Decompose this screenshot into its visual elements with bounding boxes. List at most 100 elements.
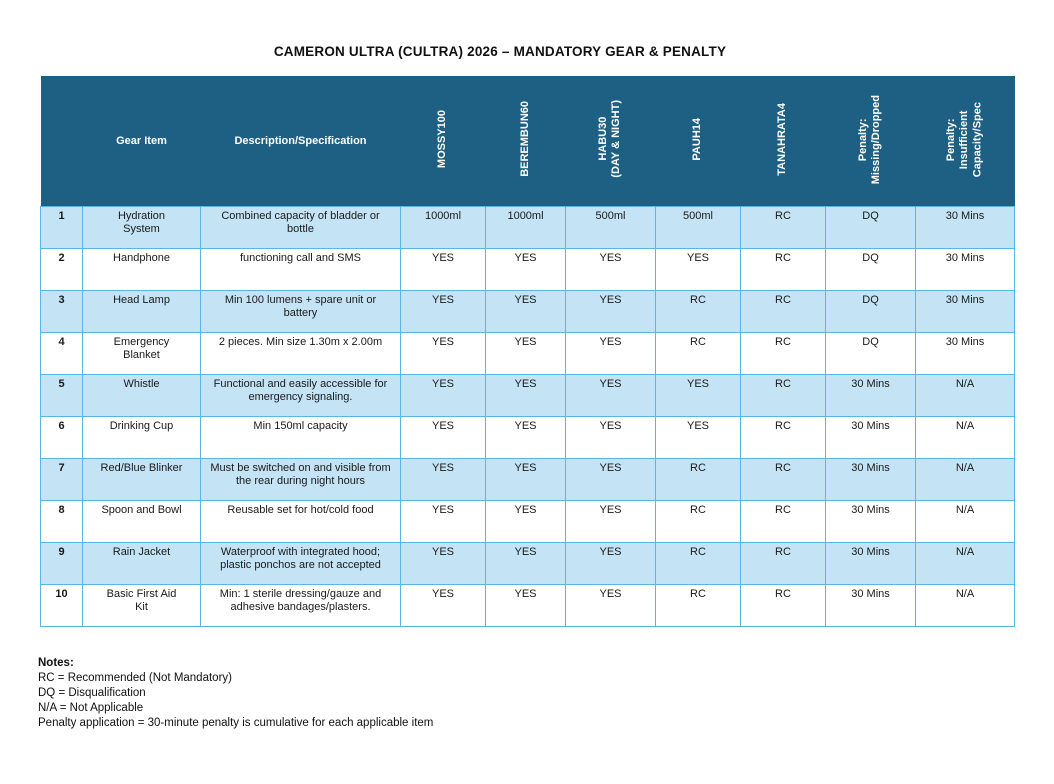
row-number-cell: 4 [40, 331, 83, 375]
column-header-tanahrata4: TANAHRATA4 [740, 76, 826, 206]
mossy100-cell: YES [400, 541, 486, 585]
gear-item-cell: Whistle [82, 373, 201, 417]
berembun60-cell: YES [485, 247, 566, 291]
description-cell: Must be switched on and visible from the… [200, 457, 401, 501]
table-row: 10 Basic First Aid Kit Min: 1 sterile dres… [40, 583, 1015, 627]
description-cell: Min: 1 sterile dressing/gauze and adhesi… [200, 583, 401, 627]
pauh14-cell: RC [655, 541, 741, 585]
table-row: 3 Head Lamp Min 100 lumens + spare unit or… [40, 289, 1015, 333]
pauh14-cell: 500ml [655, 205, 741, 249]
gear-item-cell: Spoon and Bowl [82, 499, 201, 543]
column-header-penalty-missing: Penalty: Missing/Dropped [825, 76, 916, 206]
penalty-missing-cell: 30 Mins [825, 373, 916, 417]
gear-item-cell: Red/Blue Blinker [82, 457, 201, 501]
berembun60-cell: YES [485, 499, 566, 543]
penalty-insufficient-cell: N/A [915, 415, 1015, 459]
description-cell: Min 150ml capacity [200, 415, 401, 459]
column-header-penalty-insufficient: Penalty: Insufficient Capacity/Spec [915, 76, 1015, 206]
penalty-missing-cell: DQ [825, 205, 916, 249]
row-number-cell: 6 [40, 415, 83, 459]
tanahrata4-cell: RC [740, 499, 826, 543]
mossy100-cell: YES [400, 499, 486, 543]
pauh14-cell: YES [655, 247, 741, 291]
mossy100-cell: YES [400, 457, 486, 501]
table-row: 5 Whistle Functional and easily accessible… [40, 373, 1015, 417]
description-cell: Min 100 lumens + spare unit or battery [200, 289, 401, 333]
tanahrata4-cell: RC [740, 205, 826, 249]
penalty-missing-cell: DQ [825, 247, 916, 291]
habu30-cell: YES [565, 457, 656, 501]
gear-item-cell: Head Lamp [82, 289, 201, 333]
pauh14-cell: YES [655, 415, 741, 459]
penalty-missing-cell: 30 Mins [825, 583, 916, 627]
berembun60-cell: YES [485, 583, 566, 627]
tanahrata4-cell: RC [740, 289, 826, 333]
mandatory-gear-table: Gear Item Description/Specification MOSS… [40, 76, 1015, 627]
gear-item-cell: Drinking Cup [82, 415, 201, 459]
berembun60-cell: YES [485, 457, 566, 501]
column-header-label: TANAHRATA4 [776, 102, 789, 176]
row-number-cell: 7 [40, 457, 83, 501]
note-line: Penalty application = 30-minute penalty … [38, 717, 434, 729]
penalty-missing-cell: 30 Mins [825, 541, 916, 585]
note-line: DQ = Disqualification [38, 687, 146, 699]
row-number-cell: 5 [40, 373, 83, 417]
table-row: 8 Spoon and Bowl Reusable set for hot/cold… [40, 499, 1015, 543]
habu30-cell: YES [565, 331, 656, 375]
column-header-label: MOSSY100 [436, 110, 449, 169]
row-number-cell: 1 [40, 205, 83, 249]
table-row: 9 Rain Jacket Waterproof with integrated h… [40, 541, 1015, 585]
column-header-label: HABU30 (DAY & NIGHT) [597, 100, 623, 179]
berembun60-cell: YES [485, 289, 566, 333]
gear-item-cell: Emergency Blanket [82, 331, 201, 375]
tanahrata4-cell: RC [740, 457, 826, 501]
habu30-cell: YES [565, 583, 656, 627]
table-row: 2 Handphone functioning call and SMS YES YES… [40, 247, 1015, 291]
penalty-missing-cell: DQ [825, 289, 916, 333]
note-line: RC = Recommended (Not Mandatory) [38, 672, 232, 684]
description-cell: Reusable set for hot/cold food [200, 499, 401, 543]
mossy100-cell: YES [400, 289, 486, 333]
column-header-pauh14: PAUH14 [655, 76, 741, 206]
mossy100-cell: 1000ml [400, 205, 486, 249]
notes-heading: Notes: [38, 657, 74, 669]
mossy100-cell: YES [400, 415, 486, 459]
habu30-cell: YES [565, 289, 656, 333]
column-header-mossy100: MOSSY100 [400, 76, 486, 206]
berembun60-cell: 1000ml [485, 205, 566, 249]
table-row: 6 Drinking Cup Min 150ml capacity YES YES YES… [40, 415, 1015, 459]
penalty-insufficient-cell: N/A [915, 541, 1015, 585]
column-header-label: Description/Specification [234, 134, 367, 147]
row-number-cell: 10 [40, 583, 83, 627]
column-header-gear-item: Gear Item [82, 76, 201, 206]
table-row: 7 Red/Blue Blinker Must be switched on and… [40, 457, 1015, 501]
note-line: N/A = Not Applicable [38, 702, 144, 714]
penalty-insufficient-cell: N/A [915, 583, 1015, 627]
berembun60-cell: YES [485, 331, 566, 375]
pauh14-cell: RC [655, 331, 741, 375]
description-cell: functioning call and SMS [200, 247, 401, 291]
column-header-berembun60: BEREMBUN60 [485, 76, 566, 206]
penalty-insufficient-cell: 30 Mins [915, 247, 1015, 291]
row-number-cell: 3 [40, 289, 83, 333]
habu30-cell: YES [565, 415, 656, 459]
pauh14-cell: RC [655, 457, 741, 501]
habu30-cell: YES [565, 499, 656, 543]
description-cell: 2 pieces. Min size 1.30m x 2.00m [200, 331, 401, 375]
column-header-label: Penalty: Insufficient Capacity/Spec [945, 101, 984, 177]
tanahrata4-cell: RC [740, 331, 826, 375]
tanahrata4-cell: RC [740, 247, 826, 291]
penalty-missing-cell: DQ [825, 331, 916, 375]
gear-item-cell: Handphone [82, 247, 201, 291]
column-header-label: BEREMBUN60 [518, 101, 531, 178]
column-header-label: PAUH14 [691, 117, 704, 161]
tanahrata4-cell: RC [740, 373, 826, 417]
table-row: 1 Hydration System Combined capacity of bl… [40, 205, 1015, 249]
column-header-number [40, 76, 83, 206]
tanahrata4-cell: RC [740, 415, 826, 459]
habu30-cell: YES [565, 373, 656, 417]
berembun60-cell: YES [485, 541, 566, 585]
mossy100-cell: YES [400, 583, 486, 627]
berembun60-cell: YES [485, 373, 566, 417]
penalty-missing-cell: 30 Mins [825, 499, 916, 543]
